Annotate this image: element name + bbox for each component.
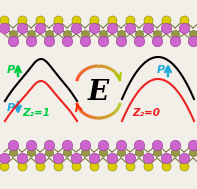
Text: Z₂=1: Z₂=1 [22,108,50,118]
Text: P: P [7,103,15,113]
Text: P: P [157,65,165,75]
Text: E: E [88,78,109,105]
Text: Z₂=0: Z₂=0 [132,108,160,118]
Text: P: P [7,65,15,75]
